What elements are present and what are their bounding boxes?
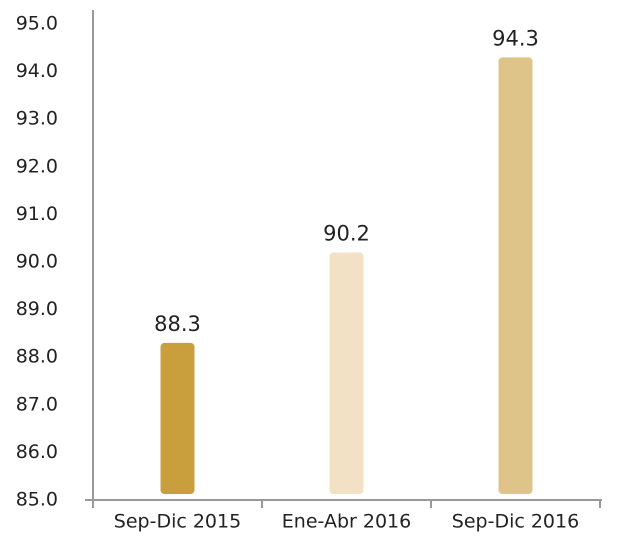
x-tick-label: Sep-Dic 2016 xyxy=(452,511,579,533)
y-tick-label: 86.0 xyxy=(16,441,58,463)
y-tick-label: 94.0 xyxy=(16,60,58,82)
bar xyxy=(329,252,364,494)
value-label: 94.3 xyxy=(492,26,539,50)
value-label: 90.2 xyxy=(323,221,370,245)
y-tick-label: 93.0 xyxy=(16,108,58,130)
y-tick-label: 89.0 xyxy=(16,298,58,320)
y-tick-label: 87.0 xyxy=(16,393,58,415)
y-tick-label: 95.0 xyxy=(16,13,58,35)
bar xyxy=(160,342,195,494)
y-tick-label: 91.0 xyxy=(16,203,58,225)
y-tick-label: 88.0 xyxy=(16,346,58,368)
y-tick-label: 90.0 xyxy=(16,251,58,273)
y-tick-label: 92.0 xyxy=(16,155,58,177)
x-tick-label: Sep-Dic 2015 xyxy=(114,511,241,533)
value-label: 88.3 xyxy=(154,312,201,336)
bar xyxy=(498,57,533,494)
y-tick-label: 85.0 xyxy=(16,489,58,511)
x-tick-label: Ene-Abr 2016 xyxy=(282,511,411,533)
